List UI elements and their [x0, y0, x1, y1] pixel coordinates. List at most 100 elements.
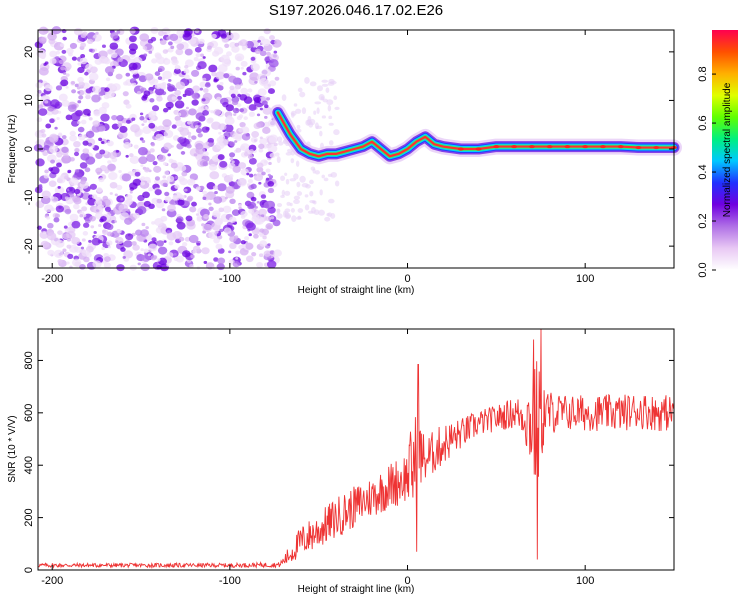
- noise-speckle: [230, 32, 240, 41]
- noise-speckle: [36, 131, 42, 137]
- noise-speckle: [334, 180, 340, 187]
- noise-speckle: [69, 177, 79, 186]
- noise-speckle: [104, 206, 112, 212]
- spectrogram-y-label: Frequency (Hz): [7, 115, 18, 184]
- noise-speckle: [249, 72, 260, 81]
- noise-speckle: [177, 199, 185, 206]
- noise-speckle: [98, 106, 107, 115]
- noise-speckle: [236, 178, 247, 187]
- noise-speckle: [157, 125, 165, 132]
- noise-speckle: [80, 179, 86, 185]
- noise-speckle: [259, 136, 263, 140]
- noise-speckle: [128, 62, 138, 71]
- noise-speckle: [78, 95, 84, 100]
- noise-speckle: [216, 96, 222, 102]
- noise-speckle: [251, 252, 257, 257]
- noise-speckle: [161, 91, 167, 96]
- noise-speckle: [130, 124, 140, 133]
- noise-speckle: [118, 169, 122, 174]
- noise-speckle: [227, 115, 232, 120]
- noise-speckle: [235, 250, 240, 255]
- noise-speckle: [257, 39, 261, 43]
- noise-speckle-layer: [33, 26, 341, 272]
- noise-speckle: [37, 104, 43, 109]
- noise-speckle: [74, 169, 80, 173]
- noise-speckle: [215, 219, 223, 226]
- noise-speckle: [182, 250, 191, 258]
- noise-speckle: [40, 240, 50, 249]
- noise-speckle: [188, 234, 199, 244]
- noise-speckle: [142, 45, 148, 50]
- noise-speckle: [242, 47, 247, 51]
- noise-speckle: [208, 202, 212, 206]
- noise-speckle: [250, 183, 257, 190]
- spectrogram-x-tick-label: 0: [404, 273, 410, 285]
- noise-speckle: [109, 60, 118, 68]
- snr-x-tick-label: 0: [404, 575, 410, 587]
- noise-speckle: [150, 36, 157, 42]
- colorbar-gradient: [712, 30, 738, 270]
- noise-speckle: [101, 44, 106, 48]
- noise-speckle: [263, 201, 273, 209]
- noise-speckle: [98, 177, 105, 183]
- noise-speckle: [161, 208, 166, 212]
- noise-speckle: [229, 242, 237, 250]
- noise-speckle: [111, 123, 120, 130]
- spectrogram-x-tick-label: 100: [576, 273, 594, 285]
- noise-speckle: [262, 235, 267, 240]
- noise-speckle: [246, 222, 256, 231]
- noise-speckle: [43, 174, 49, 179]
- noise-speckle: [88, 72, 99, 81]
- noise-speckle: [312, 168, 316, 174]
- noise-speckle: [71, 119, 80, 127]
- noise-speckle: [317, 85, 324, 92]
- noise-speckle: [273, 50, 278, 54]
- noise-speckle: [301, 107, 307, 115]
- noise-speckle: [318, 209, 325, 216]
- noise-speckle: [217, 64, 228, 73]
- noise-speckle: [267, 187, 275, 194]
- noise-speckle: [223, 73, 230, 79]
- noise-speckle: [301, 182, 309, 188]
- noise-speckle: [209, 171, 220, 180]
- noise-speckle: [146, 179, 152, 184]
- noise-speckle: [171, 124, 177, 129]
- noise-speckle: [328, 122, 334, 126]
- noise-speckle: [276, 136, 283, 143]
- noise-speckle: [131, 82, 137, 87]
- noise-speckle: [250, 63, 260, 72]
- noise-speckle: [328, 115, 333, 120]
- noise-speckle: [54, 126, 58, 130]
- noise-speckle: [66, 47, 74, 55]
- noise-speckle: [77, 62, 82, 66]
- noise-speckle: [259, 107, 263, 111]
- noise-speckle: [129, 182, 138, 190]
- noise-speckle: [259, 228, 265, 233]
- noise-speckle: [170, 145, 174, 148]
- noise-speckle: [152, 78, 159, 85]
- noise-speckle: [319, 130, 323, 137]
- noise-speckle: [222, 205, 232, 214]
- noise-speckle: [321, 115, 327, 119]
- noise-speckle: [139, 116, 145, 121]
- signal-bead: [493, 144, 500, 149]
- noise-speckle: [58, 59, 65, 65]
- noise-speckle: [276, 213, 283, 219]
- signal-bead: [653, 145, 660, 150]
- noise-speckle: [203, 260, 208, 264]
- noise-speckle: [149, 148, 155, 153]
- noise-speckle: [71, 258, 82, 267]
- noise-speckle: [166, 84, 176, 92]
- spectrogram-x-label: Height of straight line (km): [298, 285, 415, 296]
- noise-speckle: [48, 180, 57, 187]
- noise-speckle: [199, 87, 204, 91]
- noise-speckle: [136, 206, 147, 215]
- noise-speckle: [111, 114, 118, 121]
- noise-speckle: [218, 207, 224, 213]
- noise-speckle: [176, 221, 186, 230]
- noise-speckle: [239, 121, 246, 128]
- noise-speckle: [189, 206, 197, 213]
- noise-speckle: [48, 167, 54, 172]
- noise-speckle: [108, 171, 118, 181]
- noise-speckle: [139, 33, 150, 42]
